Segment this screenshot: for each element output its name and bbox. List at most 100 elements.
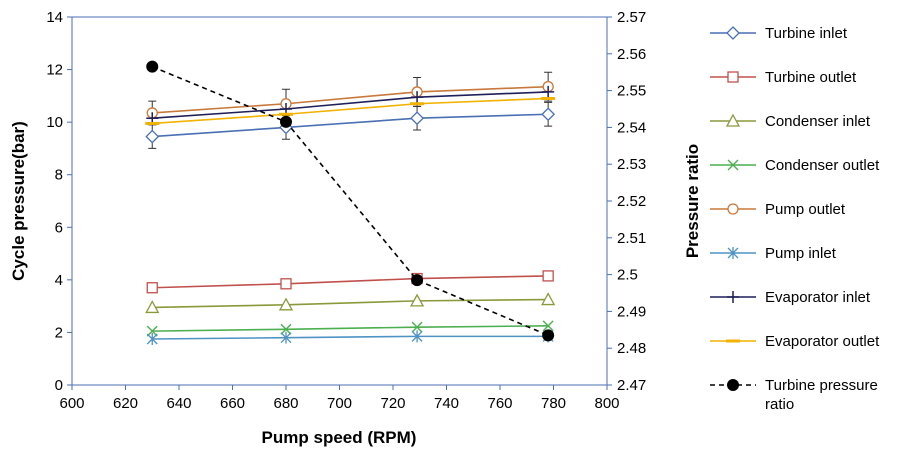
- legend-item: Pump outlet: [710, 201, 846, 218]
- y-tick-label: 12: [46, 62, 63, 79]
- x-axis-title: Pump speed (RPM): [262, 428, 417, 447]
- data-point: [411, 91, 424, 104]
- series-line: [151, 65, 549, 337]
- legend-label: Turbine pressure ratio: [765, 377, 878, 413]
- data-point: [411, 274, 424, 287]
- data-point: [410, 111, 424, 126]
- y2-tick-label: 2.57: [617, 9, 646, 26]
- y-tick-label: 2: [55, 324, 63, 341]
- x-tick-label: 780: [541, 395, 566, 412]
- x-tick-label: 720: [380, 395, 405, 412]
- series-5: [146, 71, 554, 126]
- legend-label: Condenser outlet: [765, 157, 880, 174]
- series-line: [152, 97, 549, 125]
- series-line: [152, 325, 549, 332]
- legend-item: Evaporator inlet: [710, 289, 871, 306]
- y-tick-label: 0: [55, 377, 63, 394]
- y2-tick-label: 2.56: [617, 46, 646, 63]
- series-3: [145, 292, 556, 314]
- y-tick-label: 4: [55, 272, 63, 289]
- legend-swatch-marker: [727, 159, 739, 171]
- y2-tick-label: 2.55: [617, 83, 646, 100]
- x-tick-label: 640: [166, 395, 191, 412]
- data-point: [146, 282, 158, 294]
- series-line: [152, 335, 549, 340]
- y2-tick-label: 2.49: [617, 303, 646, 320]
- data-point: [541, 292, 556, 306]
- data-point: [411, 330, 423, 343]
- series-line: [152, 85, 549, 114]
- legend: Turbine inlet Turbine outlet Condenser inl…: [710, 25, 880, 413]
- x-tick-label: 680: [273, 395, 298, 412]
- data-point: [542, 329, 555, 342]
- data-point: [145, 300, 160, 314]
- data-point: [409, 293, 425, 307]
- x-tick-label: 620: [113, 395, 138, 412]
- left-y-axis: 0 2 4 6 8 10 12 14: [46, 9, 72, 394]
- series-2: [146, 270, 554, 294]
- data-point: [278, 297, 294, 311]
- series-layer: [145, 60, 556, 345]
- legend-label: Evaporator inlet: [765, 289, 871, 306]
- data-point: [280, 331, 292, 344]
- data-point: [145, 129, 160, 144]
- series-line: [152, 298, 549, 309]
- legend-item: Condenser outlet: [710, 157, 880, 174]
- legend-label: Evaporator outlet: [765, 333, 880, 350]
- x-axis: 600 620 640 660 680 700 720 740 760 780 800: [59, 385, 620, 412]
- legend-swatch-marker: [727, 291, 739, 303]
- data-point: [542, 85, 555, 98]
- legend-swatch-marker: [726, 26, 740, 40]
- legend-label: Pump inlet: [765, 245, 837, 262]
- legend-item: Turbine pressure ratio: [710, 377, 878, 413]
- legend-item: Condenser inlet: [710, 113, 871, 130]
- legend-item: Turbine inlet: [710, 25, 848, 42]
- y-tick-label: 14: [46, 9, 63, 26]
- legend-item: Turbine outlet: [710, 69, 857, 86]
- legend-label: Turbine inlet: [765, 25, 848, 42]
- legend-swatch-marker: [727, 247, 739, 259]
- x-tick-label: 800: [594, 395, 619, 412]
- series-6: [146, 330, 554, 345]
- series-line: [152, 113, 549, 138]
- legend-swatch-marker: [727, 379, 739, 391]
- right-y-axis: 2.47 2.48 2.49 2.5 2.51 2.52 2.53 2.54 2.55 2.56 2…: [607, 9, 646, 394]
- y2-axis-title: Pressure ratio: [683, 144, 702, 258]
- data-point: [280, 323, 292, 335]
- x-tick-label: 740: [434, 395, 459, 412]
- legend-label: Condenser inlet: [765, 113, 871, 130]
- x-tick-label: 700: [327, 395, 352, 412]
- y-tick-label: 10: [46, 114, 63, 131]
- y-tick-label: 8: [55, 167, 63, 184]
- y2-tick-label: 2.48: [617, 340, 646, 357]
- y-tick-label: 6: [55, 219, 63, 236]
- data-point: [542, 270, 554, 282]
- series-line: [152, 91, 549, 119]
- y2-tick-label: 2.51: [617, 230, 646, 247]
- y2-tick-label: 2.52: [617, 193, 646, 210]
- data-point: [146, 325, 158, 337]
- data-point: [146, 333, 158, 345]
- legend-swatch-marker: [725, 113, 741, 127]
- data-point: [280, 278, 292, 290]
- data-point: [280, 115, 292, 128]
- x-tick-label: 660: [220, 395, 245, 412]
- series-7: [146, 85, 555, 125]
- series-9: [146, 60, 555, 342]
- data-point: [542, 320, 554, 332]
- data-point: [411, 321, 423, 333]
- series-8: [145, 96, 556, 125]
- x-tick-label: 600: [59, 395, 84, 412]
- y2-tick-label: 2.5: [617, 267, 638, 284]
- legend-label: Turbine outlet: [765, 69, 857, 86]
- legend-item: Pump inlet: [710, 245, 837, 262]
- y-axis-title: Cycle pressure(bar): [9, 121, 28, 281]
- legend-item: Evaporator outlet: [710, 333, 880, 350]
- series-4: [146, 320, 554, 337]
- data-point: [541, 107, 556, 122]
- y2-tick-label: 2.53: [617, 156, 646, 173]
- x-tick-label: 760: [487, 395, 512, 412]
- legend-swatch-marker: [727, 71, 739, 83]
- data-point: [146, 60, 159, 73]
